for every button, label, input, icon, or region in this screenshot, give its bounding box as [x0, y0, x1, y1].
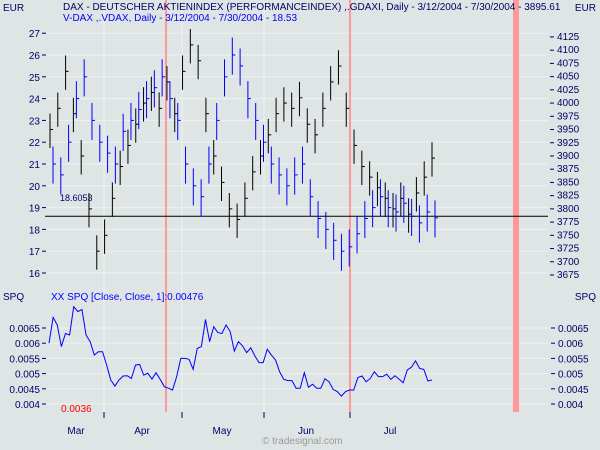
spq-tick-label-right: 0.004	[558, 400, 583, 411]
vdax-legend[interactable]: V-DAX ,.VDAX, Daily - 3/12/2004 - 7/30/2…	[63, 13, 298, 24]
right-tick-label: 3925	[557, 138, 580, 149]
right-tick-label: 3825	[557, 191, 580, 202]
right-tick-label: 3875	[557, 164, 580, 175]
right-axis-label-top: EUR	[574, 3, 596, 14]
month-label: Jul	[384, 426, 397, 437]
left-tick-label: 20	[29, 182, 41, 193]
spq-axis-label-left: SPQ	[3, 292, 25, 303]
right-tick-label: 3900	[557, 151, 580, 162]
right-tick-label: 3850	[557, 177, 580, 188]
right-tick-label: 4025	[557, 85, 580, 96]
dax-legend[interactable]: DAX - DEUTSCHER AKTIENINDEX (PERFORMANCE…	[63, 2, 561, 13]
right-tick-label: 3675	[557, 270, 580, 281]
left-tick-label: 22	[29, 138, 41, 149]
left-tick-label: 17	[29, 247, 41, 258]
left-tick-label: 18	[29, 225, 41, 236]
left-tick-label: 27	[29, 29, 41, 40]
left-tick-label: 19	[29, 204, 41, 215]
month-label: Mar	[67, 426, 85, 437]
right-tick-label: 3725	[557, 244, 580, 255]
spq-min-label: 0.0036	[61, 404, 92, 415]
session-marker-band	[513, 0, 519, 412]
right-tick-label: 4125	[557, 32, 580, 43]
spq-tick-label-right: 0.006	[558, 339, 583, 350]
left-tick-label: 23	[29, 116, 41, 127]
spq-tick-label: 0.0055	[9, 354, 40, 365]
spq-tick-label-right: 0.0055	[558, 354, 589, 365]
left-tick-label: 26	[29, 51, 41, 62]
right-tick-label: 4050	[557, 72, 580, 83]
spq-tick-label-right: 0.0045	[558, 385, 589, 396]
right-tick-label: 4100	[557, 45, 580, 56]
right-tick-label: 3950	[557, 125, 580, 136]
right-tick-label: 3775	[557, 217, 580, 228]
right-tick-label: 4000	[557, 98, 580, 109]
right-tick-label: 3700	[557, 257, 580, 268]
spq-tick-label: 0.0065	[9, 324, 40, 335]
month-label: Apr	[134, 426, 150, 437]
spq-tick-label-right: 0.0065	[558, 324, 589, 335]
left-tick-label: 21	[29, 160, 41, 171]
left-tick-label: 25	[29, 73, 41, 84]
spq-tick-label: 0.0045	[9, 385, 40, 396]
spq-legend[interactable]: XX SPQ [Close, Close, 1]:0.00476	[51, 292, 204, 303]
right-tick-label: 3975	[557, 111, 580, 122]
hline-label: 18.6053	[60, 193, 93, 203]
right-tick-label: 3800	[557, 204, 580, 215]
spq-tick-label-right: 0.005	[558, 370, 583, 381]
right-tick-label: 3750	[557, 230, 580, 241]
spq-tick-label: 0.004	[15, 400, 40, 411]
right-tick-label: 4075	[557, 58, 580, 69]
month-label: May	[213, 426, 232, 437]
month-label: Jun	[298, 426, 314, 437]
left-axis-label-top: EUR	[3, 3, 25, 14]
spq-tick-label: 0.005	[15, 370, 40, 381]
left-tick-label: 16	[29, 269, 41, 280]
watermark: © tradesignal.com	[262, 436, 343, 447]
left-tick-label: 24	[29, 95, 41, 106]
spq-axis-label-right: SPQ	[574, 292, 596, 303]
spq-line	[48, 305, 433, 397]
spq-tick-label: 0.006	[15, 339, 40, 350]
